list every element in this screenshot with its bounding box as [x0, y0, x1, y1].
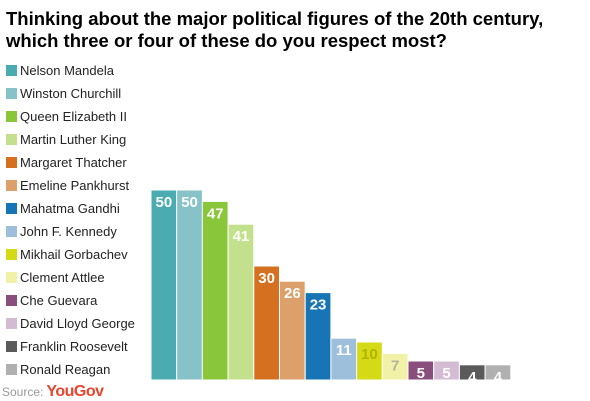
- legend-item: Emeline Pankhurst: [6, 179, 166, 202]
- legend-item: Queen Elizabeth II: [6, 110, 166, 133]
- bar-value-label: 41: [233, 228, 250, 245]
- legend-swatch: [6, 226, 17, 237]
- legend-label: Emeline Pankhurst: [20, 178, 130, 193]
- legend-item: David Lloyd George: [6, 317, 166, 340]
- legend-swatch: [6, 249, 17, 260]
- legend-swatch: [6, 318, 17, 329]
- bar-value-label: 50: [156, 194, 173, 211]
- legend-item: Margaret Thatcher: [6, 156, 166, 179]
- bar: [227, 223, 255, 381]
- legend-item: Martin Luther King: [6, 133, 166, 156]
- bar-value-label: 7: [391, 357, 399, 374]
- bar-value-label: 23: [310, 297, 327, 314]
- legend-item: Ronald Reagan: [6, 363, 166, 386]
- bar-value-label: 5: [442, 365, 450, 382]
- bar-value-label: 50: [181, 194, 198, 211]
- legend-label: David Lloyd George: [20, 316, 135, 331]
- yougov-logo: YouGov: [46, 383, 104, 400]
- legend-swatch: [6, 364, 17, 375]
- legend-swatch: [6, 295, 17, 306]
- source-label: Source:: [2, 385, 44, 399]
- legend-item: John F. Kennedy: [6, 225, 166, 248]
- legend-swatch: [6, 203, 17, 214]
- legend-label: Clement Attlee: [20, 270, 105, 285]
- legend: Nelson Mandela Winston Churchill Queen Eli…: [6, 64, 166, 386]
- bar-value-label: 47: [207, 205, 224, 222]
- source-line: Source: YouGov: [2, 383, 104, 401]
- legend-swatch: [6, 134, 17, 145]
- bar-value-label: 10: [361, 346, 378, 363]
- legend-swatch: [6, 88, 17, 99]
- bar-value-label: 11: [336, 342, 352, 359]
- bar: [330, 337, 358, 381]
- legend-item: Winston Churchill: [6, 87, 166, 110]
- chart-title: Thinking about the major political figur…: [6, 8, 544, 51]
- legend-label: Franklin Roosevelt: [20, 339, 128, 354]
- legend-swatch: [6, 341, 17, 352]
- bar-value-label: 26: [284, 285, 301, 302]
- bar-value-label: 4: [494, 369, 503, 386]
- legend-item: Mikhail Gorbachev: [6, 248, 166, 271]
- legend-label: Che Guevara: [20, 293, 98, 308]
- legend-item: Clement Attlee: [6, 271, 166, 294]
- legend-swatch: [6, 272, 17, 283]
- legend-label: Winston Churchill: [20, 86, 122, 101]
- legend-label: Martin Luther King: [20, 132, 127, 147]
- bar: [150, 189, 178, 381]
- bar: [201, 200, 229, 381]
- legend-swatch: [6, 65, 17, 76]
- bar: [484, 364, 512, 381]
- legend-swatch: [6, 111, 17, 122]
- legend-item: Mahatma Gandhi: [6, 202, 166, 225]
- bar-value-label: 30: [258, 270, 275, 287]
- legend-item: Che Guevara: [6, 294, 166, 317]
- legend-label: Queen Elizabeth II: [20, 109, 127, 124]
- bar-value-label: 5: [417, 365, 425, 382]
- bar: [304, 292, 332, 381]
- legend-label: John F. Kennedy: [20, 224, 117, 239]
- legend-swatch: [6, 180, 17, 191]
- bar: [176, 189, 203, 381]
- legend-label: Margaret Thatcher: [20, 155, 127, 170]
- legend-label: Ronald Reagan: [20, 362, 111, 377]
- legend-item: Franklin Roosevelt: [6, 340, 166, 363]
- bar-value-label: 4: [468, 369, 477, 386]
- legend-label: Mahatma Gandhi: [20, 201, 120, 216]
- legend-label: Nelson Mandela: [20, 63, 114, 78]
- legend-item: Nelson Mandela: [6, 64, 166, 87]
- legend-swatch: [6, 157, 17, 168]
- bar: [279, 280, 306, 381]
- legend-label: Mikhail Gorbachev: [20, 247, 128, 262]
